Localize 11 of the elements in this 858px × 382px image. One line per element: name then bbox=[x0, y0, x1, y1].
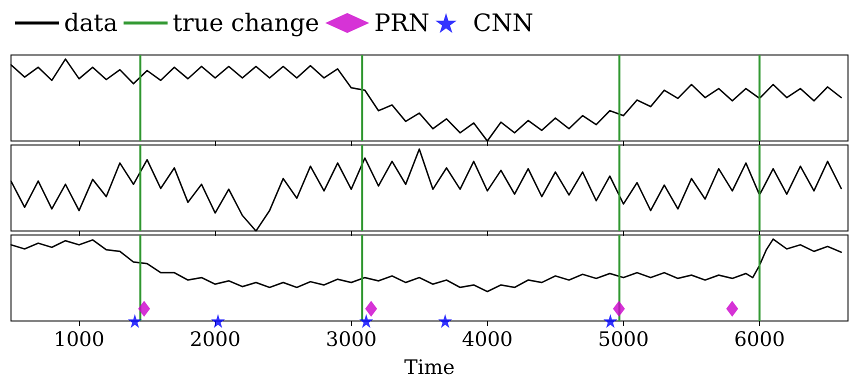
x-tick-label: 5000 bbox=[598, 327, 649, 351]
x-axis-title: Time bbox=[404, 355, 455, 379]
legend-label: CNN bbox=[473, 9, 534, 37]
legend-label: data bbox=[64, 9, 118, 37]
x-tick-label: 3000 bbox=[326, 327, 377, 351]
legend-label: PRN bbox=[374, 9, 430, 37]
x-tick-label: 2000 bbox=[190, 327, 241, 351]
legend-label: true change bbox=[172, 9, 320, 37]
x-tick-label: 4000 bbox=[462, 327, 513, 351]
x-tick-label: 6000 bbox=[734, 327, 785, 351]
x-tick-label: 1000 bbox=[54, 327, 104, 351]
